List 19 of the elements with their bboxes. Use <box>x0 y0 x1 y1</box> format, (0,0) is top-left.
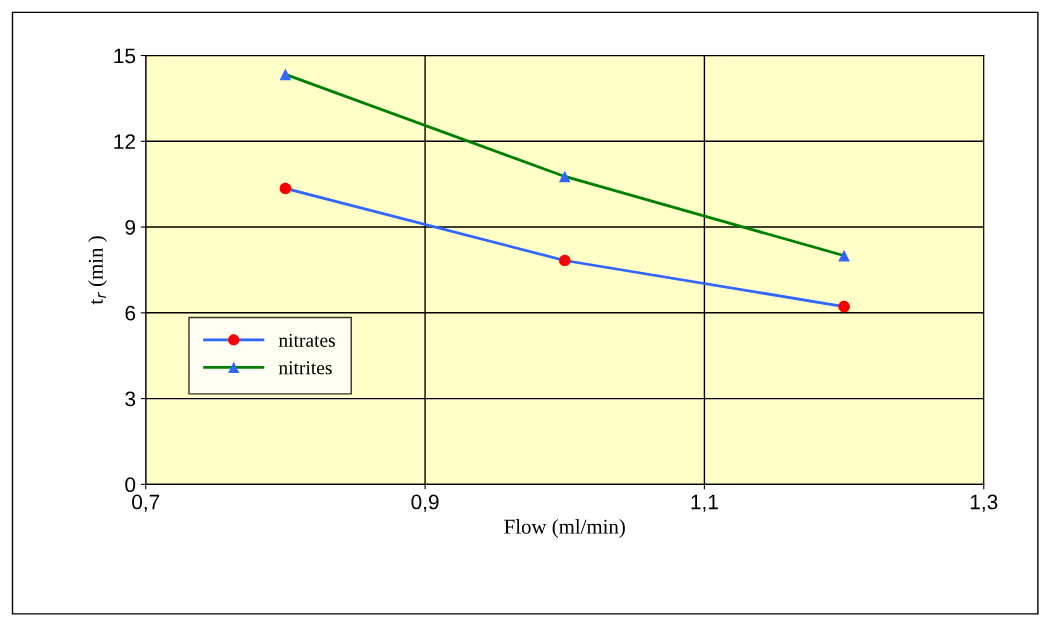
point <box>558 170 571 183</box>
legend-label: nitrites <box>278 361 332 375</box>
y-axis-title: t$_{r}$ (min ) <box>88 236 108 305</box>
legend-label: nitrates <box>278 333 335 347</box>
y-tick-label: 3 <box>125 391 136 407</box>
point <box>838 300 850 313</box>
y-tick-label: 15 <box>114 48 136 64</box>
y-tick-label: 12 <box>114 134 135 149</box>
point <box>558 254 571 267</box>
x-tick-label: 1,1 <box>691 494 718 512</box>
y-tick-label: 9 <box>125 220 136 235</box>
x-tick-label: 1,3 <box>970 494 998 512</box>
x-tick-label: 0,7 <box>132 494 160 512</box>
y-tick-label: 0 <box>125 477 136 493</box>
x-tick-label: 0,9 <box>411 494 439 512</box>
point <box>279 68 292 81</box>
y-tick-label: 6 <box>125 305 136 321</box>
x-axis-title: Flow (ml/min) <box>504 519 625 538</box>
point <box>279 182 292 195</box>
